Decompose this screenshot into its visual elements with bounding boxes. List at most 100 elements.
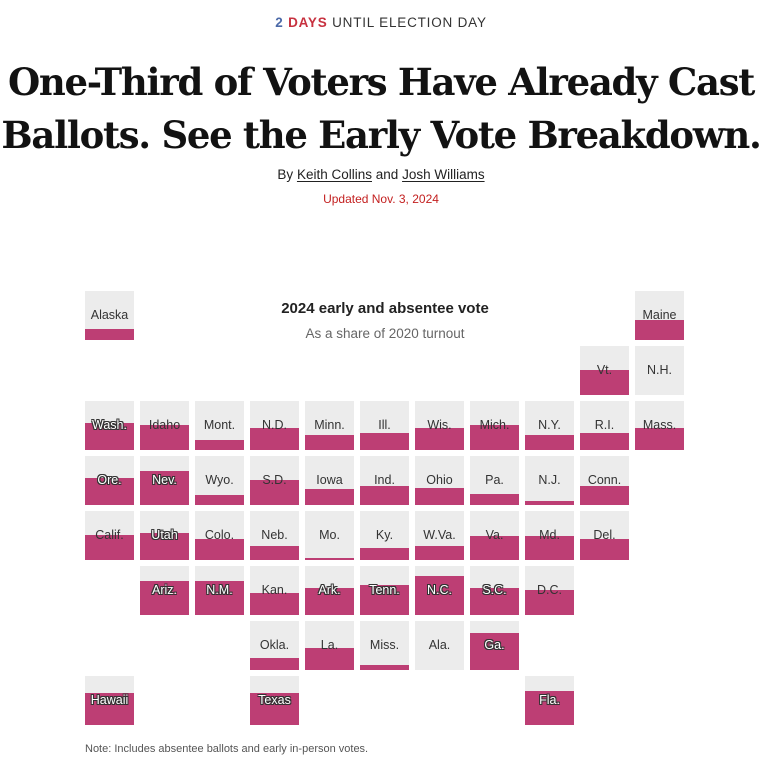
state-tile[interactable]: Colo. (195, 511, 244, 560)
state-tile[interactable]: Mo. (305, 511, 354, 560)
byline-and: and (375, 167, 399, 182)
state-tile-fill (140, 471, 189, 505)
state-tile-label: Okla. (259, 638, 290, 652)
state-tile-fill (470, 588, 519, 615)
state-tile[interactable]: Idaho (140, 401, 189, 450)
state-tile[interactable]: Ohio (415, 456, 464, 505)
state-tile[interactable]: Texas (250, 676, 299, 725)
state-tile[interactable]: Minn. (305, 401, 354, 450)
state-tile[interactable]: N.J. (525, 456, 574, 505)
state-tile[interactable]: W.Va. (415, 511, 464, 560)
state-tile[interactable]: Ill. (360, 401, 409, 450)
state-tile[interactable]: Ky. (360, 511, 409, 560)
state-tile-fill (360, 548, 409, 560)
state-tile[interactable]: Ind. (360, 456, 409, 505)
headline: One-Third of Voters Have Already Cast Ba… (1, 60, 761, 157)
state-tile[interactable]: Wis. (415, 401, 464, 450)
state-tile[interactable]: Va. (470, 511, 519, 560)
state-tile[interactable]: Fla. (525, 676, 574, 725)
state-tile-fill (470, 536, 519, 560)
state-tile[interactable]: D.C. (525, 566, 574, 615)
state-tile[interactable]: Ariz. (140, 566, 189, 615)
state-tile[interactable]: Wyo. (195, 456, 244, 505)
kicker-days-number: 2 (275, 15, 284, 30)
state-tile-fill (195, 495, 244, 505)
state-tile[interactable]: Okla. (250, 621, 299, 670)
state-tile[interactable]: S.D. (250, 456, 299, 505)
state-tile-label: N.H. (647, 363, 672, 377)
state-tile[interactable]: Vt. (580, 346, 629, 395)
state-tile-fill (580, 433, 629, 450)
state-tile-label: Md. (539, 528, 560, 542)
state-tile-label: Minn. (314, 418, 345, 432)
state-tile[interactable]: Mich. (470, 401, 519, 450)
state-tile[interactable]: N.D. (250, 401, 299, 450)
state-tile[interactable]: S.C. (470, 566, 519, 615)
state-tile[interactable]: Mont. (195, 401, 244, 450)
state-tile-label: Wyo. (205, 473, 234, 487)
state-tile-label: Ohio (426, 473, 453, 487)
state-tile-fill (525, 691, 574, 725)
state-tile[interactable]: Miss. (360, 621, 409, 670)
chart-note: Note: Includes absentee ballots and earl… (85, 743, 369, 755)
state-tile-label: Tenn. (369, 583, 400, 597)
state-tile[interactable]: Pa. (470, 456, 519, 505)
state-tile[interactable]: Md. (525, 511, 574, 560)
state-tile[interactable]: N.Y. (525, 401, 574, 450)
state-tile-label: Kan. (261, 583, 288, 597)
state-tile[interactable]: Ga. (470, 621, 519, 670)
chart-subtitle: As a share of 2020 turnout (305, 326, 465, 341)
state-tile[interactable]: Hawaii (85, 676, 134, 725)
state-tile-fill (85, 478, 134, 505)
state-tile[interactable]: Nev. (140, 456, 189, 505)
state-tile-fill (360, 486, 409, 505)
state-tile-label: Conn. (587, 473, 622, 487)
state-tile-fill (305, 558, 354, 560)
state-tile-fill (85, 329, 134, 340)
state-tile-label: Ala. (428, 638, 451, 652)
state-tile[interactable]: Calif. (85, 511, 134, 560)
state-tile-label: Hawaii (90, 693, 129, 707)
state-tile-label: Va. (485, 528, 504, 542)
state-tile-fill (85, 693, 134, 725)
state-tile-label: Wash. (92, 418, 127, 432)
state-tile[interactable]: Utah (140, 511, 189, 560)
state-tile-label: Alaska (90, 308, 129, 322)
state-tile[interactable]: Iowa (305, 456, 354, 505)
state-tile[interactable]: Ark. (305, 566, 354, 615)
state-tile-label: Texas (258, 693, 291, 707)
state-tile[interactable]: Del. (580, 511, 629, 560)
state-tile-label: Calif. (95, 528, 124, 542)
state-tile-label: La. (320, 638, 339, 652)
state-tile[interactable]: N.C. (415, 566, 464, 615)
state-tile[interactable]: Conn. (580, 456, 629, 505)
state-tile[interactable]: N.M. (195, 566, 244, 615)
state-tile[interactable]: Mass. (635, 401, 684, 450)
state-tile[interactable]: Neb. (250, 511, 299, 560)
state-tile-label: Colo. (204, 528, 235, 542)
state-tile-fill (415, 488, 464, 505)
state-tile[interactable]: Kan. (250, 566, 299, 615)
author-link-josh-williams[interactable]: Josh Williams (402, 167, 485, 182)
state-tile[interactable]: N.H. (635, 346, 684, 395)
byline: By Keith Collins and Josh Williams (0, 167, 762, 182)
state-tile[interactable]: R.I. (580, 401, 629, 450)
state-tile-label: R.I. (594, 418, 615, 432)
state-tile[interactable]: Ore. (85, 456, 134, 505)
state-tile[interactable]: Maine (635, 291, 684, 340)
state-tile-fill (140, 581, 189, 615)
state-tile[interactable]: La. (305, 621, 354, 670)
state-tile[interactable]: Tenn. (360, 566, 409, 615)
state-tile-fill (470, 425, 519, 450)
state-tile-fill (140, 425, 189, 450)
state-tile-fill (360, 433, 409, 450)
state-tile-label: N.J. (538, 473, 561, 487)
state-tile-fill (635, 320, 684, 340)
state-tile[interactable]: Wash. (85, 401, 134, 450)
author-link-keith-collins[interactable]: Keith Collins (296, 167, 372, 182)
state-tile-label: S.D. (262, 473, 287, 487)
state-tile[interactable]: Ala. (415, 621, 464, 670)
state-tile[interactable]: Alaska (85, 291, 134, 340)
state-tile-label: Pa. (485, 473, 504, 487)
state-tile-label: Ore. (97, 473, 122, 487)
